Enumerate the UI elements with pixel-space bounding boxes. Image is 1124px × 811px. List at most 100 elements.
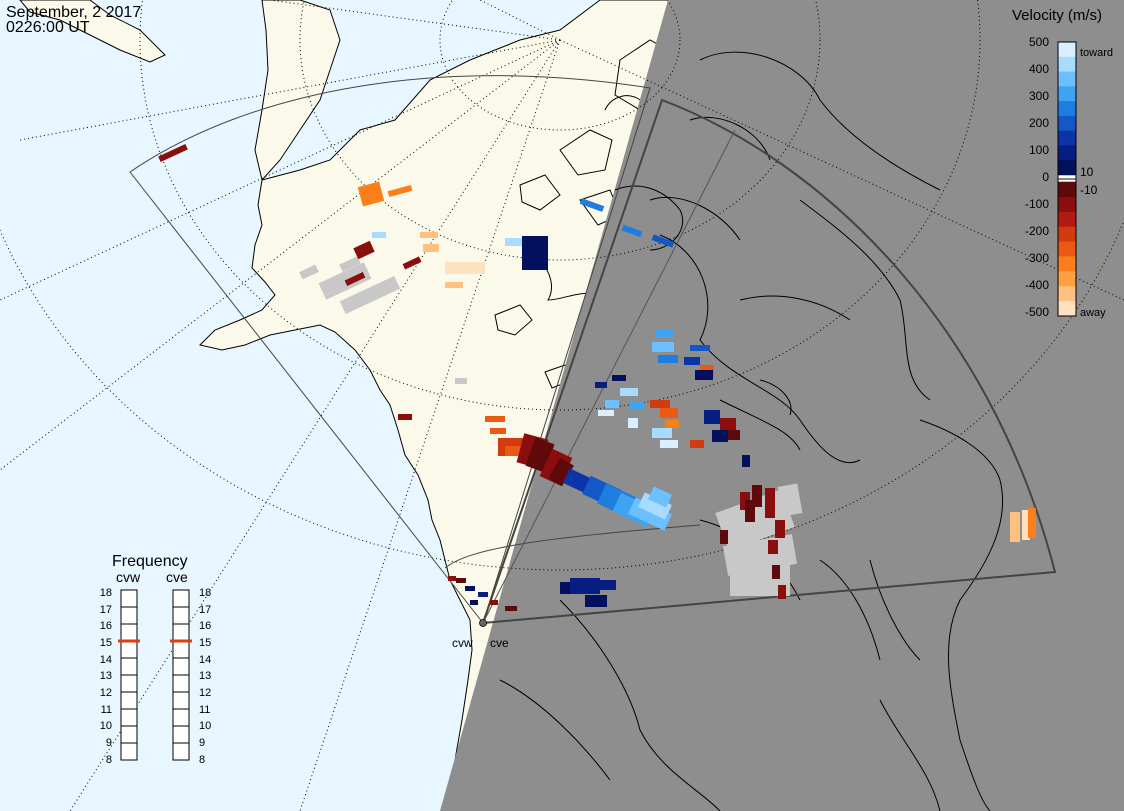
scatter-cell <box>344 272 366 286</box>
scatter-cell <box>660 408 678 418</box>
radar-fov-cvw <box>129 75 701 624</box>
scatter-cell <box>505 446 525 456</box>
colorbar-segment <box>1058 130 1076 146</box>
colorbar-away-label: away <box>1080 307 1106 319</box>
colorbar-segment <box>1058 196 1076 213</box>
scatter-cell <box>777 483 803 517</box>
velocity-tick: 400 <box>1029 62 1049 76</box>
velocity-legend: Velocity (m/s) toward away 500 400 300 2… <box>1012 7 1113 319</box>
colorbar-segment <box>1058 301 1076 317</box>
velocity-tick: 200 <box>1029 116 1049 130</box>
colorbar-segment <box>1058 42 1076 58</box>
frequency-tick: 13 <box>100 670 112 682</box>
colorbar-segment <box>1058 256 1076 272</box>
velocity-tick: -400 <box>1025 278 1049 292</box>
frequency-tick: 9 <box>199 737 205 749</box>
colorbar-segment <box>1058 71 1076 87</box>
scatter-cell <box>455 378 467 384</box>
frequency-tick: 11 <box>101 704 112 716</box>
frequency-bar-cve <box>170 589 192 761</box>
scatter-cell <box>765 488 775 518</box>
scatter-cell <box>745 500 755 522</box>
frequency-tick: 15 <box>100 637 112 649</box>
frequency-tick: 14 <box>199 654 211 666</box>
scatter-cell <box>655 330 673 338</box>
frequency-cvw-label: cvw <box>116 569 141 585</box>
scatter-cell <box>372 232 386 238</box>
scatter-cell <box>490 600 498 605</box>
frequency-tick: 15 <box>199 637 211 649</box>
scatter-cell <box>353 240 375 260</box>
frequency-tick: 10 <box>199 720 211 732</box>
frequency-tick: 12 <box>100 687 112 699</box>
velocity-tick: 0 <box>1042 170 1049 184</box>
velocity-tick: -200 <box>1025 224 1049 238</box>
scatter-cell <box>357 181 385 207</box>
frequency-tick: 8 <box>106 754 112 766</box>
radar-fov-cve <box>481 98 1057 625</box>
scatter-cell <box>695 370 713 380</box>
colorbar-segment <box>1058 286 1076 302</box>
velocity-tick: 100 <box>1029 143 1049 157</box>
scatter-cell <box>650 400 670 408</box>
velocity-tick: -300 <box>1025 251 1049 265</box>
velocity-tick: 500 <box>1029 35 1049 49</box>
scatter-cell <box>704 410 720 424</box>
colorbar-away <box>1058 182 1076 317</box>
velocity-tick: -500 <box>1025 305 1049 319</box>
scatter-cell <box>660 440 678 448</box>
velocity-tick: -100 <box>1025 197 1049 211</box>
colorbar-segment <box>1058 182 1076 198</box>
night-region <box>440 0 1124 811</box>
radar-label-cve: cve <box>490 636 509 650</box>
scatter-cell <box>522 236 548 270</box>
scatter-cell <box>600 580 616 590</box>
frequency-tick: 11 <box>199 704 210 716</box>
colorbar-segment <box>1058 115 1076 132</box>
scatter-cell <box>712 430 728 442</box>
frequency-tick: 17 <box>199 604 211 616</box>
scatter-cell <box>742 455 750 467</box>
scatter-cell <box>647 486 673 508</box>
scatter-cell <box>598 410 614 416</box>
frequency-tick: 18 <box>100 587 112 599</box>
frequency-tick: 16 <box>100 620 112 632</box>
frequency-title: Frequency <box>112 553 188 570</box>
scatter-cell <box>620 388 638 396</box>
scatter-cell <box>387 184 413 198</box>
scatter-cell <box>448 576 456 581</box>
night-coastlines <box>499 51 1004 811</box>
colorbar-segment <box>1058 271 1076 287</box>
colorbar-toward-label: toward <box>1080 47 1113 59</box>
frequency-ticks-right: 18 17 16 15 14 13 12 11 10 9 8 <box>199 587 211 766</box>
frequency-tick: 12 <box>199 687 211 699</box>
scatter-cell <box>158 143 188 163</box>
scatter-cell <box>651 234 675 248</box>
scatter-cell <box>778 585 786 599</box>
velocity-tick: 300 <box>1029 89 1049 103</box>
frequency-tick: 16 <box>199 620 211 632</box>
scatter-cell <box>423 244 439 252</box>
scatter-cell <box>339 256 361 272</box>
scatter-cell <box>398 414 412 420</box>
scatter-cell <box>445 262 485 274</box>
colorbar-segment <box>1058 145 1076 161</box>
scatter-cell <box>505 606 517 611</box>
scatter-cell <box>752 485 762 507</box>
velocity-legend-title: Velocity (m/s) <box>1012 7 1102 24</box>
frequency-ticks-left: 18 17 16 15 14 13 12 11 10 9 8 <box>100 587 112 766</box>
scatter-cell <box>478 592 488 597</box>
frequency-tick: 8 <box>199 754 205 766</box>
velocity-tick: 10 <box>1080 165 1094 179</box>
scatter-cell <box>585 595 607 607</box>
date-label: September, 2 2017 <box>6 4 141 21</box>
scatter-cell <box>720 530 728 544</box>
scatter-cell <box>1028 508 1036 538</box>
scatter-cell <box>684 357 700 365</box>
frequency-tick: 18 <box>199 587 211 599</box>
fov-beam-line <box>482 129 736 624</box>
colorbar-zero-line <box>1058 178 1076 180</box>
scatter-cell <box>720 418 736 430</box>
